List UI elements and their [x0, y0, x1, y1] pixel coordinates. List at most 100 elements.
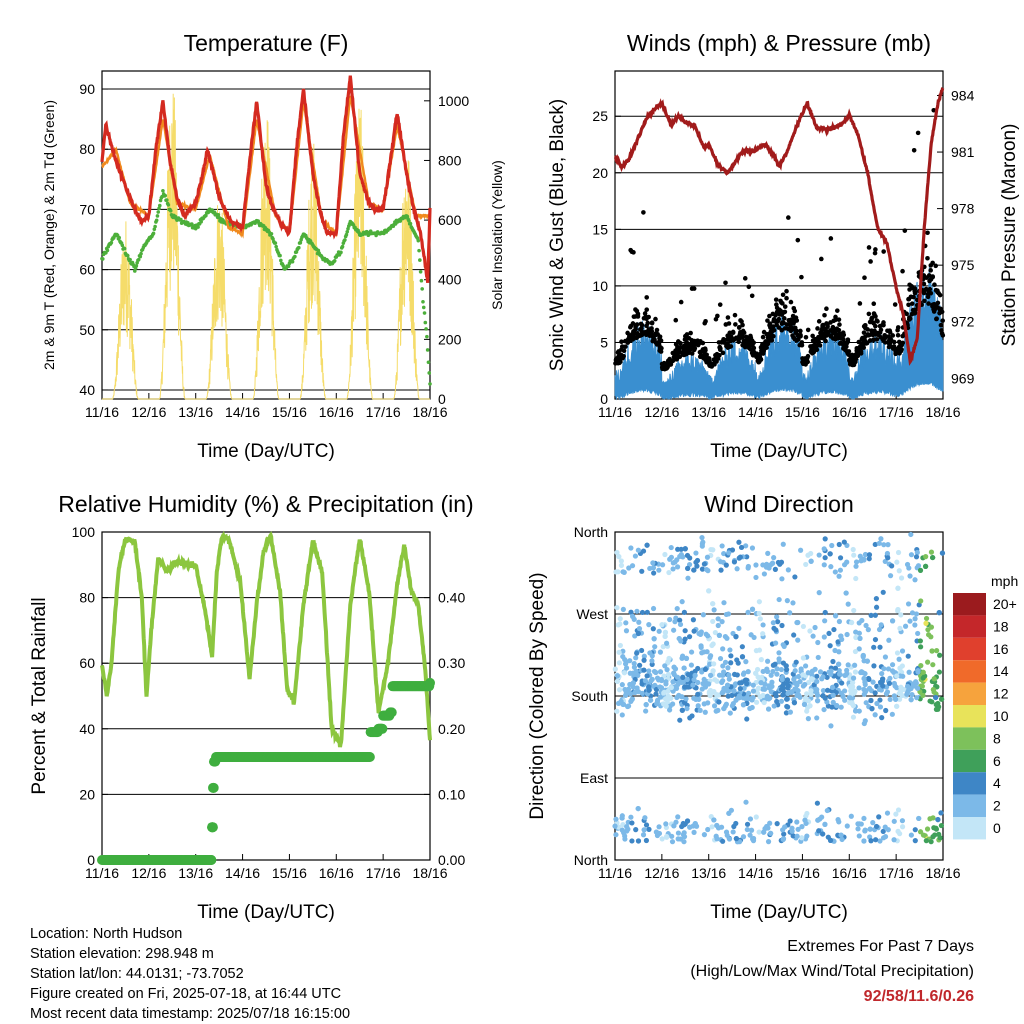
wind-direction-point [928, 634, 934, 640]
x-tick-label: 14/16 [225, 865, 260, 881]
wind-direction-point [852, 662, 858, 668]
series-dewpoint-point [271, 237, 275, 241]
wind-direction-point [662, 633, 668, 640]
extremes-title: Extremes For Past 7 Days [787, 938, 974, 955]
series-precip-point [386, 707, 397, 718]
wind-direction-point [620, 822, 626, 828]
wind-direction-point [832, 613, 839, 619]
wind-direction-point [915, 668, 921, 674]
wind-direction-point [614, 708, 620, 714]
x-axis-label: Time (Day/UTC) [710, 902, 848, 923]
wind-direction-point [839, 836, 845, 843]
wind-direction-point [622, 661, 629, 667]
wind-direction-point [834, 702, 840, 709]
wind-direction-point [663, 679, 669, 685]
series-gust-point [824, 306, 829, 312]
wind-direction-point [832, 569, 838, 575]
wind-direction-point [908, 531, 914, 538]
wind-direction-point [805, 552, 811, 558]
wind-direction-point [774, 821, 780, 827]
wind-direction-point [690, 682, 696, 688]
series-dewpoint-point [136, 257, 141, 262]
series-gust-point [771, 328, 777, 333]
wind-direction-point [897, 673, 903, 679]
wind-direction-point [699, 534, 705, 541]
series-gust-point [828, 320, 833, 325]
series-gust-point [828, 334, 834, 339]
series-gust-point [792, 327, 798, 333]
wind-direction-point [612, 666, 618, 672]
wind-direction-point [872, 690, 878, 696]
series-dewpoint-point [345, 229, 350, 234]
wind-direction-point [662, 663, 668, 669]
wind-direction-point [765, 550, 771, 556]
wind-direction-point [899, 648, 906, 654]
series-gust-point [749, 293, 755, 299]
wind-direction-point [747, 816, 754, 822]
legend-swatch [953, 705, 986, 728]
wind-direction-point [656, 824, 662, 830]
wind-direction-point [814, 692, 821, 698]
wind-direction-point [763, 564, 770, 570]
series-gust-point [778, 309, 784, 315]
wind-direction-point [670, 566, 676, 572]
series-gust-point [930, 274, 936, 279]
series-gust-point [668, 358, 674, 363]
series-gust-point [665, 360, 670, 366]
wind-direction-point [836, 618, 842, 625]
series-dewpoint-point [152, 227, 157, 232]
x-tick-label: 12/16 [131, 865, 166, 881]
wind-direction-point [710, 618, 716, 625]
wind-direction-point [721, 600, 727, 606]
wind-direction-point [884, 810, 891, 816]
y-axis-label: Sonic Wind & Gust (Blue, Black) [547, 99, 568, 371]
wind-direction-point [710, 601, 716, 607]
wind-direction-point [734, 672, 740, 678]
wind-direction-point [917, 638, 923, 644]
wind-direction-point [629, 838, 635, 844]
y-right-tick-label: 978 [951, 201, 975, 217]
series-gust-point [915, 130, 921, 136]
wind-direction-point [933, 706, 940, 712]
wind-direction-point [631, 664, 638, 670]
series-precip-point [425, 677, 435, 688]
wind-direction-point [680, 679, 686, 685]
wind-direction-point [887, 573, 894, 579]
series-gust-point [822, 312, 827, 318]
y-right-tick-label: 200 [438, 331, 462, 347]
chart-title: Temperature (F) [184, 30, 349, 56]
wind-direction-point [881, 666, 887, 672]
wind-direction-point [791, 676, 797, 682]
wind-direction-point [792, 574, 798, 580]
wind-direction-point [761, 571, 767, 577]
x-tick-label: 11/16 [598, 865, 632, 881]
wind-direction-point [725, 665, 731, 671]
wind-direction-point [835, 639, 841, 645]
y-right-tick-label: 0.20 [438, 721, 465, 737]
series-gust-point [935, 300, 941, 306]
wind-direction-point [891, 680, 897, 687]
wind-direction-point [877, 697, 883, 703]
wind-direction-point [667, 616, 673, 623]
series-gust-point [828, 236, 834, 241]
wind-direction-point [780, 642, 786, 648]
series-dewpoint-point [166, 203, 171, 207]
y-tick-label: 20 [79, 786, 95, 802]
wind-direction-point [734, 566, 740, 572]
wind-direction-point [847, 695, 853, 701]
series-gust-point [939, 309, 945, 315]
wind-direction-point [635, 547, 641, 553]
wind-direction-point [877, 704, 884, 710]
panel-2: Winds (mph) & Pressure (mb) 11/16 12/16 13/… [547, 30, 1020, 462]
wind-direction-point [886, 637, 892, 643]
series-dewpoint-point [156, 210, 161, 214]
wind-direction-point [896, 696, 903, 702]
wind-direction-point [711, 817, 717, 823]
series-gust-point [746, 284, 752, 290]
series-dewpoint-point [298, 240, 303, 245]
wind-direction-point [849, 680, 856, 686]
legend-label: 14 [993, 663, 1009, 679]
series-dewpoint-point [157, 206, 161, 211]
series-gust-point [695, 338, 700, 344]
wind-direction-point [616, 553, 622, 560]
